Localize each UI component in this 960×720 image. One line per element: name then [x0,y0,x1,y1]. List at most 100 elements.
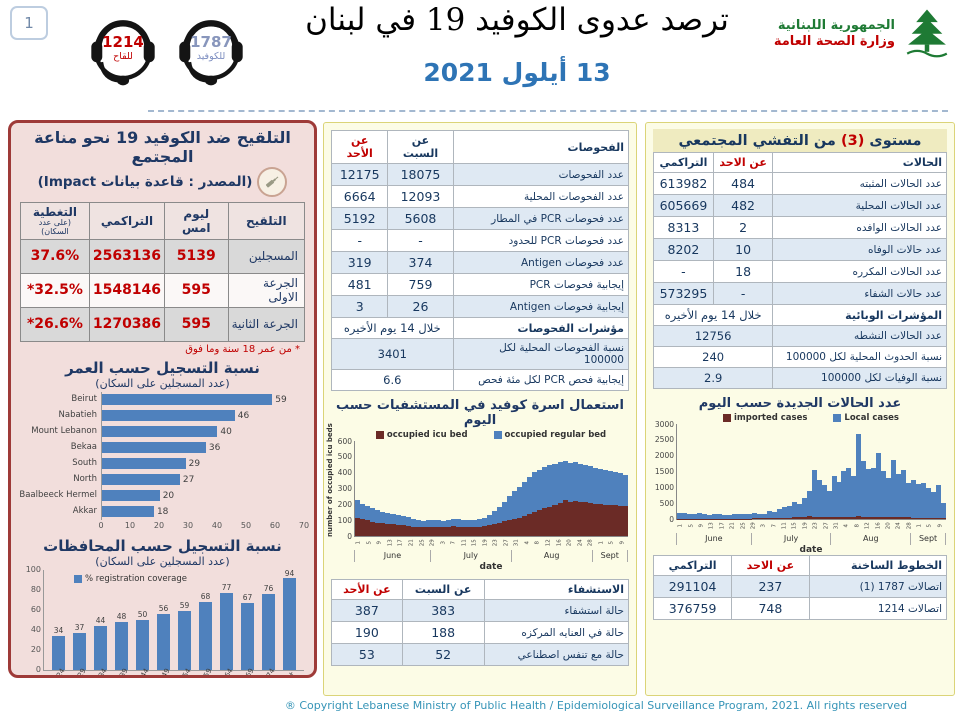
bar [102,426,218,438]
bar-segment [365,520,371,536]
bar [471,441,477,536]
bar-value: 50 [137,610,148,620]
bar-segment [446,526,452,536]
bar-segment [360,519,366,536]
row-label: عدد الحالات المثبته [772,172,947,195]
hotlines-table: الخطوط الساخنة عن الاحد التراكمي اتصالات 17… [652,555,948,620]
bar-segment [608,505,614,536]
bar-segment [446,519,452,527]
row-value: 3 [330,295,389,318]
table-header-row: الفحوصات عن السبت عن الأحد [330,130,630,164]
bar [240,602,254,670]
table-title: الفحوصات [452,130,630,164]
bar [896,424,902,519]
bar-value: 46 [237,410,250,421]
row-label: الجرعة الاولى [227,272,306,308]
bar-segment [582,465,588,503]
bar-segment [486,514,492,526]
vaccine-hotline-badge: 1214 للقاح [84,8,162,92]
governorate-chart-subtitle: (عدد المسجلين على السكان) [95,376,230,390]
column-header: عن الاحد [731,555,810,576]
bar-label: Bekaa [70,442,97,453]
legend-chip [723,414,731,422]
vaccination-table: التلقيح ليوم امس التراكمي التغطية (على عدد ا… [20,202,306,342]
bar [436,441,442,536]
legend-item: imported cases [723,413,807,423]
bar [441,441,447,536]
report-date: 13 أيلول 2021 [423,58,611,87]
ministry-name-line2: وزارة الصحة العامة [773,34,895,49]
bar [608,441,614,536]
row-value: 18 [712,260,774,283]
bar-segment [761,513,767,519]
bar [726,424,732,519]
covid-hotline-number: 1787 [190,33,232,51]
page-number-box[interactable]: 1 [10,6,48,40]
bar [791,424,797,519]
bar-segment [921,517,927,519]
row-value: 3401 [331,338,454,370]
table-row: إيجابية فحص PCR لكل مئة فحص 6.6 [331,369,630,391]
month-label: June [355,550,431,562]
table-row: عدد الحالات النشطه 12756 [652,325,947,347]
row-label: عدد الحالات النشطه [772,325,947,347]
bar [486,441,492,536]
bar-segment [801,497,807,517]
bar-segment [901,469,907,518]
bar-segment [456,526,462,536]
bar [496,441,502,536]
row-label: حالة استشفاء [483,599,630,622]
row-value: 5608 [387,207,454,230]
bar-segment [395,514,401,525]
bar-value: 76 [263,584,274,594]
bar-segment [751,518,757,519]
age-chart-subtitle: (عدد المسجلين على السكان) [95,554,230,568]
bar-row: North 27 [19,471,304,488]
x-axis: 0 10 20 30 40 50 60 70 [98,520,310,530]
bar [796,424,802,519]
row-label: عدد الحالات المحلية [772,194,947,217]
bar-segment [441,520,447,527]
bar-segment [598,469,604,505]
ministry-name-line1: الجمهورية اللبنانية [777,17,895,33]
bar-segment [557,461,563,503]
bar [451,441,457,536]
bar [696,424,702,519]
row-value: 2 [712,216,774,239]
bar [360,441,366,536]
bar [786,424,792,519]
row-value: - [712,282,774,305]
bar-segment [598,504,604,536]
bar [941,424,947,519]
chart-area: 34 37 44 48 50 56 59 68 77 67 76 94 0 20 40 60 80 100% re… [19,565,304,678]
bar-segment [476,526,482,536]
bar [415,441,421,536]
category-label: 45-49 [154,666,172,678]
bar [446,441,452,536]
bar-segment [896,517,902,519]
vaccination-panel-subtitle: (المصدر : قاعدة بيانات Impact) [11,167,314,197]
category-label: 50-54 [175,666,193,678]
bar [751,424,757,519]
legend-chip [375,431,384,439]
bar-segment [786,506,792,518]
bar-segment [866,469,872,517]
vaccination-panel: التلقيح ضد الكوفيد 19 نحو مناعة المجتمع … [8,120,317,678]
table-row: حالة استشفاء 383 387 [331,599,630,622]
row-label: عدد فحوصات Antigen [452,251,630,274]
row-value: 37.6% [20,238,90,274]
bar-segment [816,480,822,517]
bar-segment [355,517,361,536]
bar-segment [547,465,553,507]
bar-segment [572,462,578,502]
bar-value: 37 [74,623,85,633]
bar [618,441,624,536]
bar-value: 18 [156,506,169,517]
bar [721,424,727,519]
table-row: نسبة الحدوث المحلية لكل 100000 240 [652,346,947,368]
headset-icon [91,20,155,86]
bar-segment [726,514,732,519]
bar-segment [582,502,588,536]
bar-segment [911,517,917,519]
row-value: 573295 [653,282,714,305]
